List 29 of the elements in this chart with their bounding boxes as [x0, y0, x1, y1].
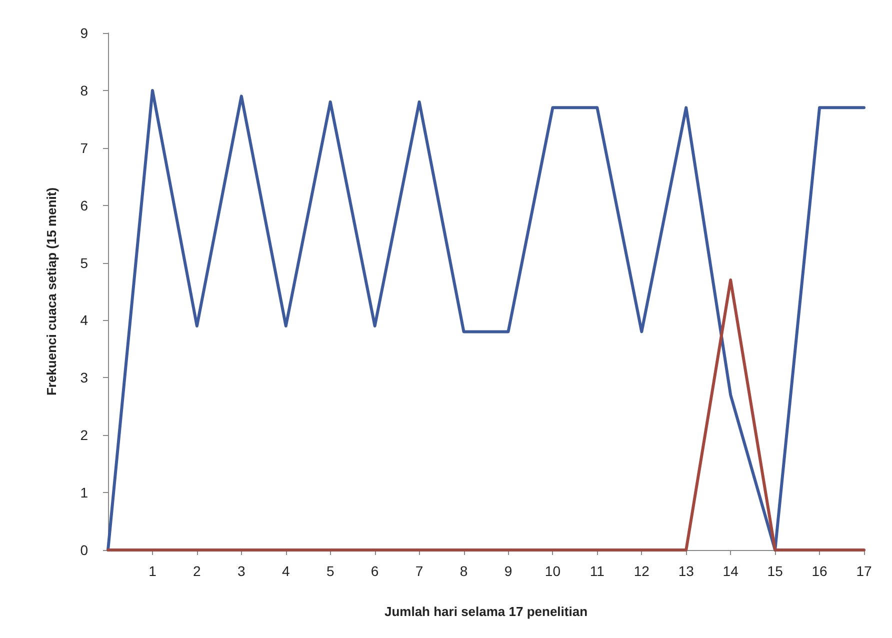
y-tick-label: 2	[80, 427, 88, 444]
x-tick-label: 10	[544, 563, 561, 579]
x-tick-label: 13	[678, 563, 694, 579]
y-tick-label: 0	[80, 542, 88, 558]
x-tick-label: 4	[282, 563, 290, 579]
y-tick-label: 9	[80, 25, 88, 41]
y-tick-label: 1	[80, 484, 88, 501]
y-tick-label: 3	[80, 370, 88, 386]
x-tick-label: 11	[590, 563, 605, 579]
x-tick-label: 7	[415, 563, 424, 579]
y-tick-label: 8	[80, 82, 88, 98]
x-tick-label: 12	[634, 563, 650, 579]
x-tick-label: 6	[370, 563, 379, 579]
x-tick-label: 2	[193, 563, 202, 579]
x-tick-label: 14	[722, 563, 739, 579]
y-tick-label: 7	[80, 140, 88, 156]
x-tick-label: 16	[812, 563, 828, 579]
x-axis-title: Jumlah hari selama 17 penelitian	[384, 604, 588, 619]
x-tick-label: 8	[460, 563, 468, 579]
x-tick-label: 3	[238, 563, 246, 579]
x-tick-label: 5	[326, 563, 334, 579]
x-tick-label: 15	[767, 563, 784, 579]
y-tick-label: 6	[80, 197, 88, 214]
x-tick-label: 1	[148, 563, 157, 579]
x-tick-label: 17	[856, 563, 872, 579]
y-axis-title: Frekuenci cuaca setiap (15 menit)	[44, 187, 59, 396]
x-tick-label: 9	[504, 563, 512, 579]
y-tick-label: 5	[80, 254, 88, 271]
y-tick-label: 4	[80, 312, 88, 328]
